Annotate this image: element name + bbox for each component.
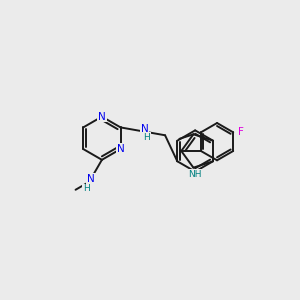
Text: H: H bbox=[83, 184, 90, 193]
Text: N: N bbox=[141, 124, 149, 134]
Text: NH: NH bbox=[188, 170, 201, 179]
Text: N: N bbox=[87, 174, 95, 184]
Text: H: H bbox=[143, 133, 150, 142]
Text: F: F bbox=[238, 127, 244, 137]
Text: N: N bbox=[98, 112, 106, 122]
Text: N: N bbox=[117, 144, 124, 154]
